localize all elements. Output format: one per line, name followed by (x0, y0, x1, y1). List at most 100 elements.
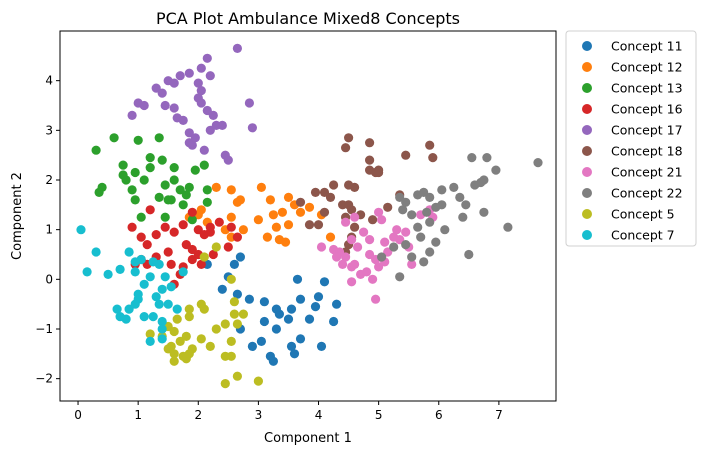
point-concept-13-26 (187, 215, 197, 225)
point-concept-5-14 (238, 309, 248, 319)
point-concept-22-0 (533, 158, 543, 168)
point-concept-16-13 (232, 232, 242, 242)
point-concept-11-1 (319, 277, 330, 287)
point-concept-11-29 (295, 334, 306, 344)
point-concept-17-19 (208, 110, 218, 120)
point-concept-13-23 (136, 212, 146, 222)
point-concept-22-3 (491, 165, 501, 175)
points-layer (76, 43, 543, 389)
point-concept-22-21 (407, 210, 417, 220)
point-concept-12-7 (226, 212, 236, 222)
point-concept-18-3 (401, 150, 411, 160)
point-concept-16-4 (160, 222, 170, 232)
point-concept-16-22 (187, 254, 197, 265)
y-tick-label: 4 (45, 74, 53, 88)
point-concept-17-28 (187, 140, 197, 150)
point-concept-17-5 (205, 71, 215, 81)
point-concept-12-17 (253, 215, 263, 225)
point-concept-11-10 (289, 349, 300, 359)
point-concept-11-16 (259, 297, 269, 307)
point-concept-12-21 (238, 225, 248, 235)
point-concept-11-15 (244, 294, 254, 304)
point-concept-13-15 (184, 182, 194, 192)
point-concept-7-30 (172, 304, 182, 314)
legend-label: Concept 11 (611, 39, 683, 54)
point-concept-22-26 (431, 237, 441, 247)
point-concept-7-23 (157, 316, 167, 327)
point-concept-13-30 (202, 185, 212, 195)
y-tick-label: −2 (35, 372, 53, 386)
legend-label: Concept 12 (611, 60, 683, 75)
point-concept-21-5 (350, 259, 360, 269)
point-concept-12-9 (265, 195, 275, 205)
point-concept-11-4 (332, 299, 342, 309)
point-concept-13-4 (118, 160, 128, 170)
point-concept-17-16 (160, 100, 170, 111)
x-tick-label: 4 (315, 408, 323, 422)
point-concept-16-25 (223, 242, 233, 252)
point-concept-11-0 (292, 274, 303, 284)
point-concept-22-1 (482, 153, 492, 163)
point-concept-22-8 (437, 185, 447, 195)
point-concept-7-3 (103, 269, 113, 279)
point-concept-7-1 (91, 247, 101, 257)
point-concept-22-27 (425, 247, 435, 257)
point-concept-17-2 (196, 63, 206, 73)
point-concept-21-12 (365, 249, 375, 260)
point-concept-12-27 (280, 237, 291, 247)
point-concept-12-6 (235, 195, 245, 205)
point-concept-7-18 (124, 304, 134, 314)
point-concept-18-30 (295, 197, 306, 207)
legend-label: Concept 7 (611, 228, 675, 243)
point-concept-18-24 (350, 222, 360, 232)
point-concept-22-32 (419, 257, 429, 267)
point-concept-18-11 (350, 182, 360, 192)
point-concept-5-29 (220, 379, 230, 389)
point-concept-5-12 (229, 309, 239, 319)
point-concept-12-23 (325, 232, 336, 242)
point-concept-13-7 (145, 163, 155, 173)
point-concept-16-5 (169, 227, 179, 237)
point-concept-18-4 (425, 140, 435, 150)
point-concept-18-28 (304, 220, 315, 230)
point-concept-13-6 (130, 167, 140, 178)
point-concept-7-11 (160, 272, 170, 282)
point-concept-17-3 (184, 68, 194, 78)
point-concept-22-6 (470, 180, 480, 190)
legend-label: Concept 18 (611, 144, 683, 159)
point-concept-21-20 (401, 227, 411, 237)
point-concept-22-16 (503, 222, 513, 232)
point-concept-12-20 (283, 220, 294, 230)
point-concept-21-13 (353, 242, 363, 252)
legend-marker (582, 209, 592, 219)
point-concept-21-24 (350, 212, 360, 222)
point-concept-13-20 (127, 185, 137, 195)
point-concept-22-2 (467, 153, 477, 163)
point-concept-5-31 (253, 376, 263, 386)
point-concept-12-2 (196, 205, 206, 215)
point-concept-21-16 (365, 235, 375, 245)
point-concept-18-29 (313, 220, 324, 230)
point-concept-21-31 (371, 294, 381, 304)
point-concept-13-32 (121, 175, 131, 185)
point-concept-13-11 (169, 175, 179, 185)
legend-marker (582, 167, 592, 177)
point-concept-12-12 (283, 192, 294, 202)
legend-marker (582, 104, 592, 114)
point-concept-11-30 (229, 259, 239, 269)
point-concept-12-8 (256, 182, 266, 192)
point-concept-21-14 (347, 235, 357, 245)
point-concept-12-18 (262, 232, 272, 242)
point-concept-18-0 (344, 133, 354, 143)
legend-marker (582, 188, 592, 198)
point-concept-22-31 (395, 272, 405, 282)
point-concept-7-14 (163, 299, 173, 309)
legend-marker (582, 62, 592, 72)
x-tick-label: 0 (74, 408, 82, 422)
point-concept-13-3 (154, 133, 164, 143)
point-concept-22-29 (389, 242, 399, 252)
point-concept-11-19 (235, 252, 245, 262)
point-concept-12-4 (226, 185, 236, 195)
legend-marker (582, 83, 592, 93)
legend-marker (582, 230, 592, 240)
